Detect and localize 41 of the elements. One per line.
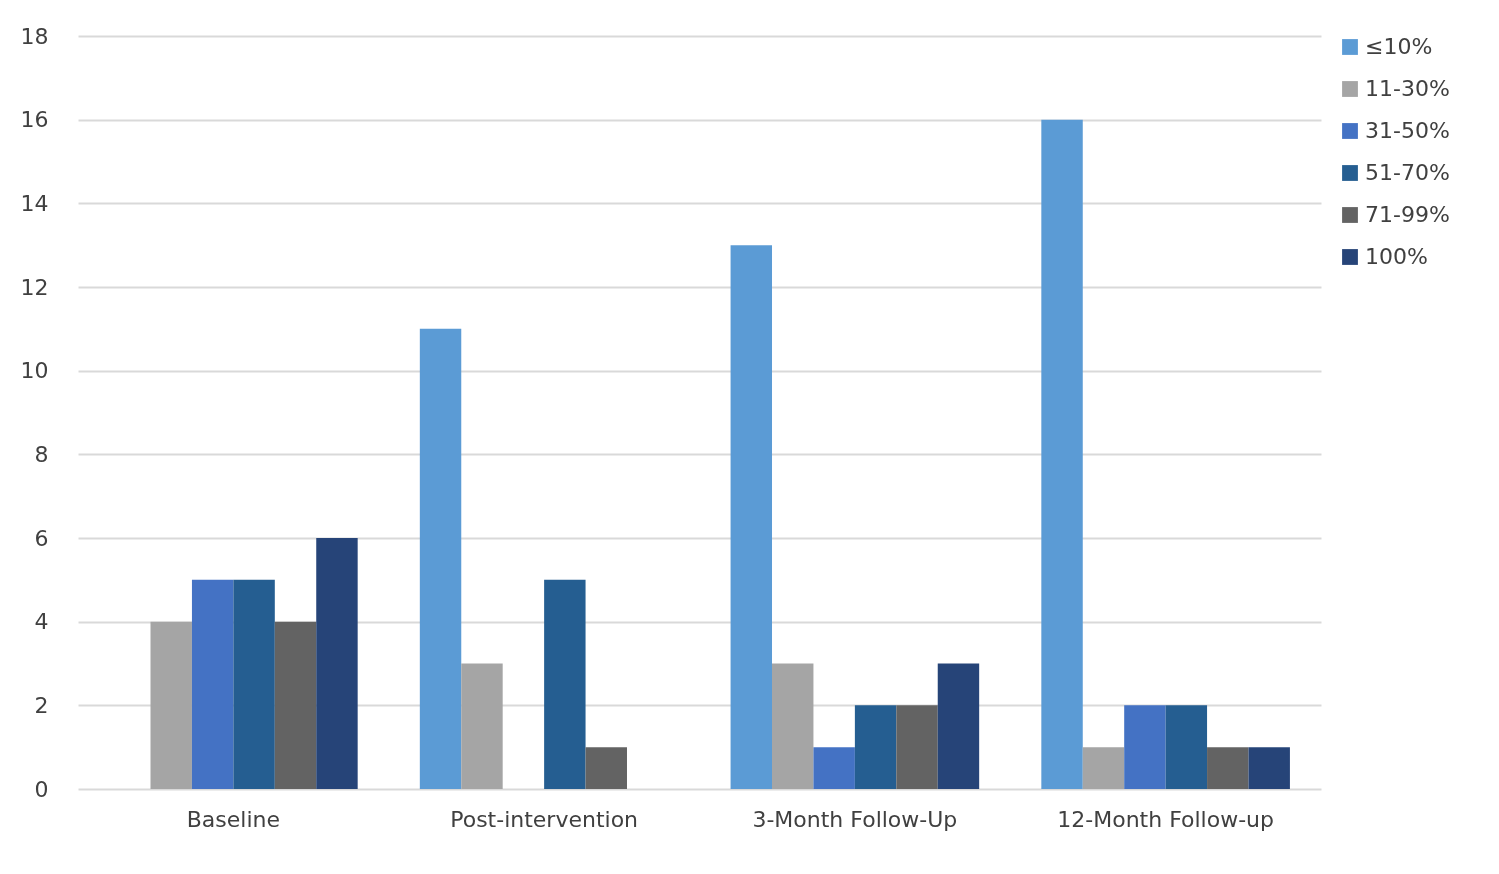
bar	[1207, 747, 1249, 789]
bar	[772, 663, 814, 789]
x-tick-label: 12-Month Follow-up	[1057, 806, 1274, 832]
y-tick-label: 12	[20, 274, 49, 300]
y-tick-label: 16	[20, 107, 49, 133]
legend-label: 31-50%	[1365, 118, 1450, 143]
bar	[274, 621, 317, 789]
bar	[730, 245, 773, 789]
y-tick-label: 2	[34, 692, 49, 718]
bar	[896, 705, 938, 789]
legend-label: 11-30%	[1365, 76, 1450, 101]
x-tick-label: 3-Month Follow-Up	[752, 806, 958, 832]
bar	[1248, 747, 1290, 789]
bar	[316, 538, 358, 789]
y-tick-label: 0	[34, 776, 49, 802]
y-tick-label: 10	[20, 358, 49, 384]
bar	[1082, 747, 1125, 789]
bar	[419, 328, 462, 789]
y-tick-label: 8	[34, 441, 49, 467]
bar	[191, 579, 234, 789]
bar	[854, 705, 897, 789]
bar	[585, 747, 627, 789]
legend-label: 71-99%	[1365, 202, 1450, 227]
y-tick-label: 14	[20, 190, 49, 216]
bar	[150, 621, 192, 789]
bar	[461, 663, 503, 789]
y-tick-label: 18	[20, 23, 49, 49]
legend-label: ≤10%	[1365, 34, 1433, 59]
bar	[937, 663, 980, 789]
y-tick-label: 4	[34, 609, 49, 635]
bar	[1165, 705, 1208, 789]
bar	[544, 579, 586, 789]
bar	[1041, 119, 1083, 789]
legend-label: 100%	[1365, 244, 1428, 269]
bar	[1124, 705, 1166, 789]
bar	[813, 747, 855, 789]
legend-label: 51-70%	[1365, 160, 1450, 185]
x-tick-label: Baseline	[186, 806, 281, 832]
y-tick-label: 6	[34, 525, 49, 551]
x-tick-label: Post-intervention	[450, 806, 639, 832]
bar	[233, 579, 275, 789]
